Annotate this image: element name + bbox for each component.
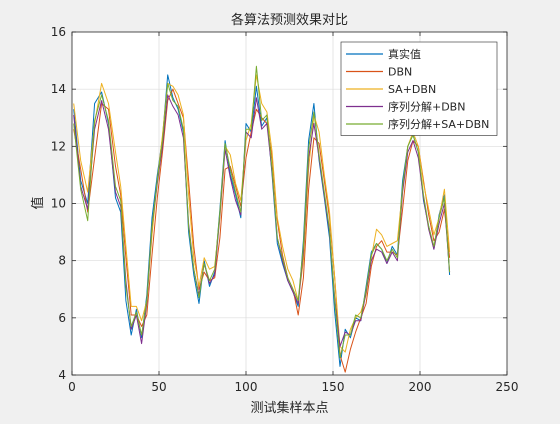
- x-tick-label: 50: [151, 380, 166, 394]
- x-tick-label: 0: [68, 380, 76, 394]
- y-tick-label: 14: [51, 82, 66, 96]
- legend-label: 序列分解+SA+DBN: [388, 117, 489, 131]
- series-line-5: [73, 65, 451, 359]
- legend: 真实值 DBN SA+DBN 序列分解+DBN 序列分解+SA+DBN: [340, 41, 498, 136]
- x-tick-label: 100: [235, 380, 258, 394]
- x-tick-label: 150: [322, 380, 345, 394]
- series-line-4: [73, 94, 451, 347]
- legend-label: 序列分解+DBN: [388, 100, 465, 114]
- y-tick-label: 4: [58, 368, 66, 382]
- y-tick-label: 16: [51, 25, 66, 39]
- y-axis-label: 值: [30, 196, 46, 209]
- y-tick-label: 8: [58, 254, 66, 268]
- series-lines: [73, 65, 451, 373]
- y-tick-label: 12: [51, 139, 66, 153]
- y-tick-label: 10: [51, 197, 66, 211]
- x-tick-label: 200: [409, 380, 432, 394]
- y-tick-label: 6: [58, 311, 66, 325]
- chart-title: 各算法预测效果对比: [231, 12, 348, 28]
- series-line-3: [73, 74, 451, 353]
- x-axis-label: 测试集样本点: [250, 400, 328, 416]
- legend-label: SA+DBN: [388, 83, 436, 96]
- x-tick-label: 250: [496, 380, 519, 394]
- legend-label: DBN: [388, 66, 412, 79]
- axis-ticks: 0 50 100 150 200 250 4 6 8 10 12 14 16: [51, 25, 519, 394]
- legend-label: 真实值: [388, 47, 421, 61]
